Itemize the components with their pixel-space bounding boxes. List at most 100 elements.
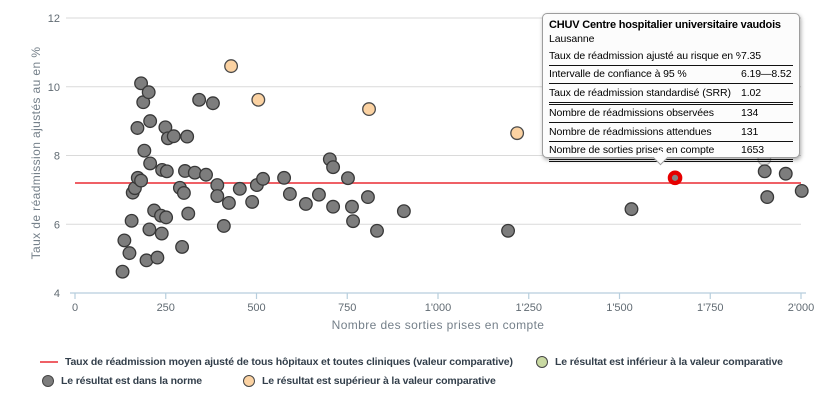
legend-item-norm[interactable]: Le résultat est dans la norme: [42, 375, 202, 387]
data-point-norm[interactable]: [256, 171, 270, 186]
data-point-norm[interactable]: [141, 85, 156, 100]
data-point-superior[interactable]: [251, 92, 266, 107]
x-tick-label: 750: [338, 302, 356, 314]
data-point-norm[interactable]: [311, 187, 326, 202]
tooltip-row-value: 1653: [741, 144, 764, 157]
tooltip-row: Nombre de sorties prises en compte 1653: [549, 142, 793, 162]
tooltip-row-value: 6.19—8.52: [741, 68, 792, 81]
data-point-norm[interactable]: [180, 129, 195, 144]
y-tick-label: 10: [48, 82, 60, 94]
data-point-norm[interactable]: [326, 160, 341, 175]
data-point-norm[interactable]: [282, 187, 297, 201]
data-point-norm[interactable]: [205, 96, 220, 111]
data-point-norm[interactable]: [221, 195, 236, 210]
data-point-superior[interactable]: [224, 59, 239, 74]
legend-item-inferior[interactable]: Le résultat est inférieur à la valeur co…: [536, 356, 783, 368]
data-point-norm[interactable]: [360, 190, 375, 205]
superior-dot-icon: [243, 375, 255, 387]
tooltip-hospital-name: CHUV Centre hospitalier universitaire va…: [549, 19, 781, 31]
legend-label-comparative-line: Taux de réadmission moyen ajusté de tous…: [65, 356, 513, 368]
legend-label-superior: Le résultat est supérieur à la valeur co…: [262, 375, 496, 387]
data-point-norm[interactable]: [134, 76, 149, 91]
data-point-norm[interactable]: [232, 181, 247, 196]
tooltip-row-value: 134: [741, 107, 759, 120]
comparative-line-swatch: [40, 360, 58, 364]
x-tick-label: 250: [157, 302, 175, 314]
data-point-norm[interactable]: [624, 202, 639, 217]
data-point-norm[interactable]: [298, 197, 313, 211]
legend-item-superior[interactable]: Le résultat est supérieur à la valeur co…: [243, 375, 496, 387]
tooltip-table: Taux de réadmission ajusté au risque en …: [549, 47, 793, 162]
data-point-norm[interactable]: [166, 129, 181, 144]
data-point-norm[interactable]: [187, 165, 202, 180]
data-point-norm[interactable]: [181, 206, 196, 221]
data-point-superior[interactable]: [362, 102, 376, 117]
y-tick-label: 8: [54, 151, 60, 163]
data-point-norm[interactable]: [159, 210, 174, 225]
data-point-norm[interactable]: [137, 143, 152, 158]
data-point-norm[interactable]: [143, 156, 158, 171]
selected-data-point[interactable]: [667, 170, 683, 186]
x-tick-label: 0: [72, 302, 78, 314]
data-point-norm[interactable]: [345, 199, 359, 214]
legend-item-comparative-line[interactable]: Taux de réadmission moyen ajusté de tous…: [40, 356, 513, 368]
data-point-norm[interactable]: [117, 233, 132, 248]
x-tick-label: 1'750: [697, 302, 724, 314]
tooltip-city: Lausanne: [549, 33, 595, 45]
data-point-norm[interactable]: [150, 250, 165, 265]
x-tick-label: 2'000: [788, 302, 815, 314]
data-point-norm[interactable]: [370, 223, 384, 238]
y-tick-label: 12: [48, 13, 60, 25]
x-axis-title: Nombre des sorties prises en compte: [331, 318, 545, 332]
data-point-norm[interactable]: [175, 239, 190, 254]
data-point-norm[interactable]: [159, 164, 174, 179]
data-point-norm[interactable]: [122, 246, 137, 261]
data-point-norm[interactable]: [143, 114, 158, 129]
data-point-norm[interactable]: [216, 219, 231, 233]
data-point-norm[interactable]: [760, 190, 775, 205]
tooltip: CHUV Centre hospitalier universitaire va…: [542, 13, 800, 166]
data-point-norm[interactable]: [199, 167, 213, 182]
data-point-norm[interactable]: [115, 264, 130, 279]
data-point-norm[interactable]: [346, 214, 361, 229]
x-tick-label: 1'250: [515, 302, 542, 314]
norm-dot-icon: [42, 375, 54, 387]
legend-label-norm: Le résultat est dans la norme: [61, 375, 202, 387]
tooltip-row: Intervalle de confiance à 95 % 6.19—8.52: [549, 66, 793, 84]
tooltip-row-value: 7.35: [741, 49, 762, 62]
x-tick-label: 1'500: [606, 302, 633, 314]
tooltip-row: Nombre de réadmissions observées 134: [549, 105, 793, 123]
tooltip-row: Nombre de réadmissions attendues 131: [549, 123, 793, 142]
data-point-norm[interactable]: [341, 171, 355, 186]
tooltip-row-label: Nombre de réadmissions attendues: [549, 125, 712, 138]
data-point-norm[interactable]: [326, 199, 341, 214]
x-tick-label: 500: [247, 302, 265, 314]
data-point-norm[interactable]: [176, 186, 191, 200]
inferior-dot-icon: [536, 356, 548, 368]
tooltip-row-label: Nombre de sorties prises en compte: [549, 144, 715, 157]
y-tick-label: 4: [54, 288, 60, 300]
data-point-norm[interactable]: [124, 213, 139, 228]
data-point-norm[interactable]: [794, 183, 809, 198]
tooltip-row-label: Intervalle de confiance à 95 %: [549, 68, 687, 81]
data-point-norm[interactable]: [134, 173, 149, 188]
data-point-norm[interactable]: [192, 92, 207, 107]
data-point-norm[interactable]: [142, 222, 157, 237]
tooltip-row: Taux de réadmission ajusté au risque en …: [549, 47, 793, 66]
tooltip-row-label: Taux de réadmission ajusté au risque en …: [549, 49, 741, 62]
data-point-norm[interactable]: [778, 166, 793, 181]
tooltip-row-value: 1.02: [741, 86, 762, 99]
data-point-norm[interactable]: [154, 226, 169, 241]
data-point-norm[interactable]: [501, 223, 516, 238]
data-point-norm[interactable]: [277, 170, 292, 185]
y-tick-label: 6: [54, 219, 60, 231]
data-point-norm[interactable]: [210, 189, 225, 204]
data-point-norm[interactable]: [245, 194, 260, 209]
data-point-norm[interactable]: [757, 164, 772, 179]
tooltip-row-label: Nombre de réadmissions observées: [549, 107, 714, 120]
data-point-norm[interactable]: [396, 204, 411, 219]
data-point-superior[interactable]: [510, 126, 525, 141]
legend-label-inferior: Le résultat est inférieur à la valeur co…: [555, 356, 783, 368]
data-point-norm[interactable]: [130, 121, 145, 135]
